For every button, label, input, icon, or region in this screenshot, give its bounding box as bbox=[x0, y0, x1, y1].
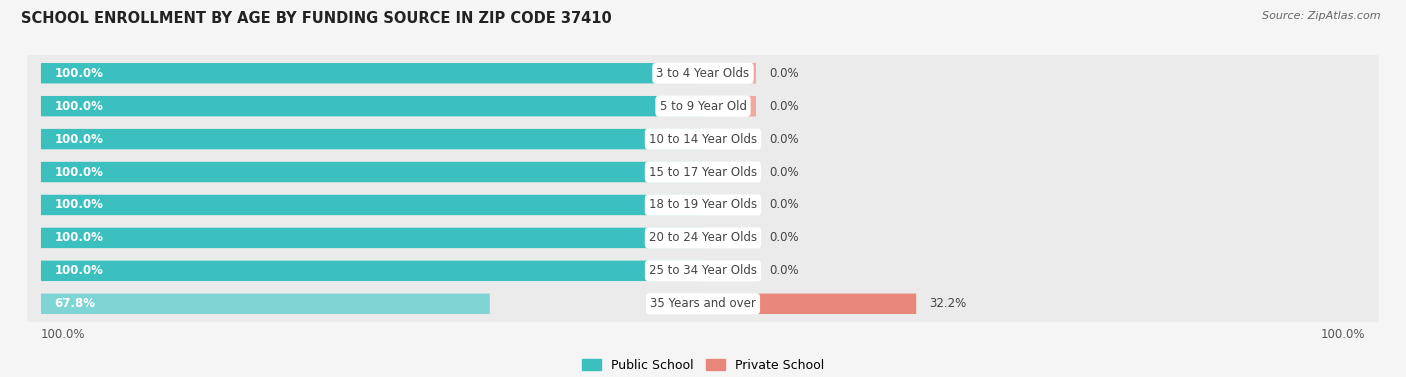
Text: 0.0%: 0.0% bbox=[769, 231, 799, 244]
Text: 0.0%: 0.0% bbox=[769, 67, 799, 80]
Text: 32.2%: 32.2% bbox=[929, 297, 967, 310]
Legend: Public School, Private School: Public School, Private School bbox=[576, 354, 830, 377]
Text: 18 to 19 Year Olds: 18 to 19 Year Olds bbox=[650, 198, 756, 211]
Text: 100.0%: 100.0% bbox=[55, 67, 103, 80]
FancyBboxPatch shape bbox=[703, 96, 756, 116]
Text: 0.0%: 0.0% bbox=[769, 198, 799, 211]
FancyBboxPatch shape bbox=[27, 154, 1379, 190]
FancyBboxPatch shape bbox=[27, 220, 1379, 256]
FancyBboxPatch shape bbox=[27, 187, 1379, 223]
FancyBboxPatch shape bbox=[41, 195, 703, 215]
Text: 35 Years and over: 35 Years and over bbox=[650, 297, 756, 310]
Text: 67.8%: 67.8% bbox=[55, 297, 96, 310]
Text: 100.0%: 100.0% bbox=[55, 133, 103, 146]
Text: 20 to 24 Year Olds: 20 to 24 Year Olds bbox=[650, 231, 756, 244]
Text: SCHOOL ENROLLMENT BY AGE BY FUNDING SOURCE IN ZIP CODE 37410: SCHOOL ENROLLMENT BY AGE BY FUNDING SOUR… bbox=[21, 11, 612, 26]
Text: 100.0%: 100.0% bbox=[55, 100, 103, 113]
FancyBboxPatch shape bbox=[703, 162, 756, 182]
FancyBboxPatch shape bbox=[27, 253, 1379, 289]
Text: 100.0%: 100.0% bbox=[41, 328, 86, 341]
FancyBboxPatch shape bbox=[41, 96, 703, 116]
FancyBboxPatch shape bbox=[41, 162, 703, 182]
Text: 100.0%: 100.0% bbox=[55, 166, 103, 179]
FancyBboxPatch shape bbox=[703, 129, 756, 149]
Text: 100.0%: 100.0% bbox=[55, 198, 103, 211]
FancyBboxPatch shape bbox=[703, 228, 756, 248]
Text: 3 to 4 Year Olds: 3 to 4 Year Olds bbox=[657, 67, 749, 80]
FancyBboxPatch shape bbox=[41, 261, 703, 281]
FancyBboxPatch shape bbox=[41, 294, 489, 314]
Text: 10 to 14 Year Olds: 10 to 14 Year Olds bbox=[650, 133, 756, 146]
FancyBboxPatch shape bbox=[27, 88, 1379, 124]
FancyBboxPatch shape bbox=[703, 63, 756, 83]
Text: 25 to 34 Year Olds: 25 to 34 Year Olds bbox=[650, 264, 756, 277]
Text: 0.0%: 0.0% bbox=[769, 133, 799, 146]
Text: Source: ZipAtlas.com: Source: ZipAtlas.com bbox=[1263, 11, 1381, 21]
FancyBboxPatch shape bbox=[41, 228, 703, 248]
Text: 0.0%: 0.0% bbox=[769, 264, 799, 277]
FancyBboxPatch shape bbox=[27, 55, 1379, 91]
Text: 0.0%: 0.0% bbox=[769, 166, 799, 179]
FancyBboxPatch shape bbox=[27, 121, 1379, 157]
FancyBboxPatch shape bbox=[41, 63, 703, 83]
FancyBboxPatch shape bbox=[703, 261, 756, 281]
Text: 100.0%: 100.0% bbox=[1320, 328, 1365, 341]
Text: 0.0%: 0.0% bbox=[769, 100, 799, 113]
Text: 100.0%: 100.0% bbox=[55, 231, 103, 244]
FancyBboxPatch shape bbox=[41, 129, 703, 149]
Text: 5 to 9 Year Old: 5 to 9 Year Old bbox=[659, 100, 747, 113]
FancyBboxPatch shape bbox=[703, 195, 756, 215]
Text: 100.0%: 100.0% bbox=[55, 264, 103, 277]
FancyBboxPatch shape bbox=[27, 286, 1379, 322]
Text: 15 to 17 Year Olds: 15 to 17 Year Olds bbox=[650, 166, 756, 179]
FancyBboxPatch shape bbox=[703, 294, 917, 314]
